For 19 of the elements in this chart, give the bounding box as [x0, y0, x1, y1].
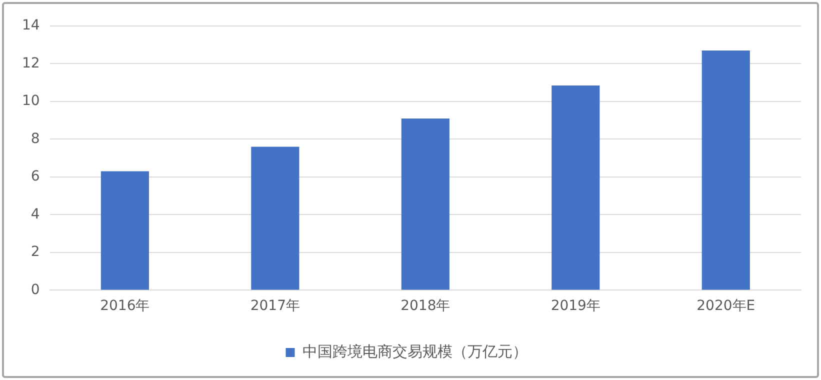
x-tick-label: 2019年 — [550, 298, 600, 314]
x-tick-label: 2020年E — [696, 298, 756, 314]
x-tick-label: 2018年 — [400, 298, 450, 314]
bar — [552, 85, 600, 290]
bar — [251, 146, 300, 290]
y-tick-label: 10 — [22, 93, 40, 110]
x-tick-label: 2017年 — [250, 298, 300, 314]
bar — [100, 171, 149, 290]
y-tick-label: 2 — [30, 244, 40, 260]
bar — [702, 50, 750, 290]
y-tick-label: 12 — [22, 55, 40, 72]
y-tick-label: 4 — [30, 206, 40, 222]
y-tick-label: 14 — [22, 18, 40, 34]
y-tick-label: 8 — [30, 130, 40, 147]
y-tick-label: 6 — [30, 168, 40, 185]
x-tick-label: 2016年 — [100, 298, 150, 314]
y-tick-label: 0 — [30, 282, 40, 298]
legend-label: 中国跨境电商交易规模（万亿元） — [302, 342, 528, 360]
bar — [401, 118, 450, 290]
